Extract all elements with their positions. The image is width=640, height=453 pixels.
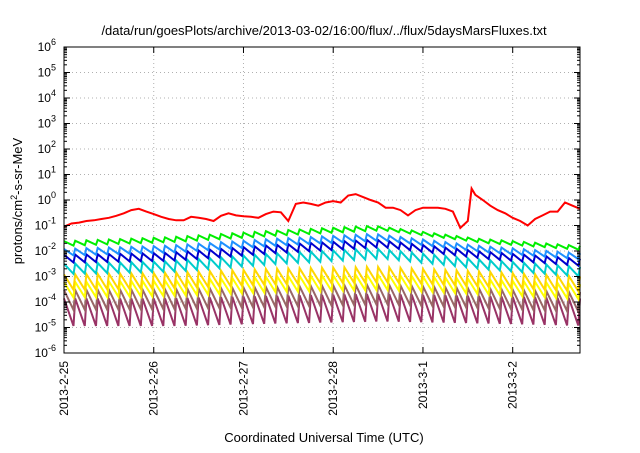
y-tick-label: 10-4 <box>35 292 56 309</box>
grid-layer <box>64 47 580 353</box>
series-line-4 <box>63 238 581 268</box>
label-layer: /data/run/goesPlots/archive/2013-03-02/1… <box>9 23 547 445</box>
x-tick-label: 2013-3-2 <box>506 361 520 409</box>
series-line-5 <box>63 246 581 279</box>
series-line-6 <box>63 263 581 295</box>
x-tick-label: 2013-2-25 <box>57 361 71 416</box>
y-tick-label: 10-6 <box>35 343 56 360</box>
x-tick-label: 2013-3-1 <box>416 361 430 409</box>
y-tick-label: 103 <box>38 114 56 131</box>
x-tick-label: 2013-2-26 <box>147 361 161 416</box>
y-tick-label: 104 <box>38 88 56 105</box>
y-axis-label-unit: -s-sr-MeV <box>10 137 25 194</box>
y-axis-label-main: protons/cm <box>10 200 25 264</box>
series-line-8 <box>63 280 581 316</box>
series-line-2 <box>63 224 581 251</box>
series-line-3 <box>63 232 581 261</box>
y-tick-label: 100 <box>38 190 56 207</box>
y-tick-label: 10-2 <box>35 241 56 258</box>
series-line-1 <box>63 185 581 230</box>
y-tick-label: 102 <box>38 139 56 156</box>
x-tick-label: 2013-2-27 <box>236 361 250 416</box>
y-axis-label: protons/cm2-s-sr-MeV <box>9 137 25 264</box>
chart-title: /data/run/goesPlots/archive/2013-03-02/1… <box>101 23 547 38</box>
series-layer <box>63 185 581 327</box>
tick-layer: 10-6 10-5 10-4 10-3 10-2 10-1 100 101 102 103 104 1… <box>35 37 580 416</box>
y-tick-label: 101 <box>38 165 56 182</box>
y-tick-label: 10-1 <box>35 216 56 233</box>
x-tick-label: 2013-2-28 <box>326 361 340 416</box>
y-tick-label: 10-3 <box>35 267 56 284</box>
y-tick-label: 105 <box>38 63 56 80</box>
y-axis-label-superscript: 2 <box>9 195 19 200</box>
y-tick-label: 10-5 <box>35 318 56 335</box>
y-tick-label: 106 <box>38 37 56 54</box>
x-axis-label: Coordinated Universal Time (UTC) <box>224 430 423 445</box>
